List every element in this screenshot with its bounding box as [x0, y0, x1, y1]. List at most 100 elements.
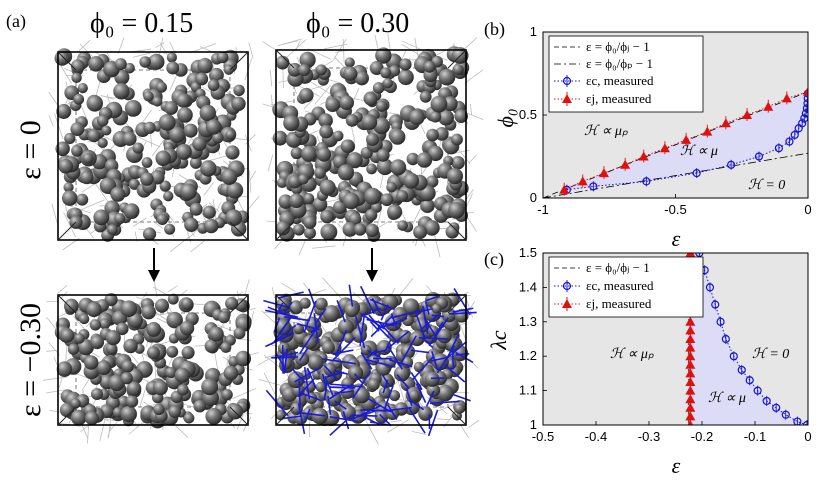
- panel-c-xtick-label: -0.4: [585, 429, 607, 444]
- force-chain: [314, 308, 327, 326]
- rod: [257, 352, 279, 366]
- force-chain: [284, 316, 310, 322]
- particle: [147, 346, 160, 360]
- rod: [65, 342, 68, 365]
- rod: [262, 41, 276, 50]
- rod: [271, 94, 274, 110]
- panel-c: (c) -0.5 -0.4 -0.3 -0.2 -0.1 0 1 1.1 1.2 1.3 1.4 1.…: [484, 245, 812, 478]
- particle: [303, 193, 315, 204]
- particle: [386, 181, 397, 193]
- force-chain: [298, 326, 319, 355]
- particle: [70, 122, 85, 137]
- particle: [123, 338, 138, 354]
- particle: [217, 311, 230, 324]
- particle: [208, 67, 224, 83]
- box-diagonal-edge: [275, 49, 295, 69]
- particle: [393, 365, 410, 382]
- panel-b-region-mu-p: ℋ ∝ μₚ: [584, 124, 628, 139]
- force-chain: [334, 390, 353, 395]
- panel-b-triangle-point: [598, 166, 609, 180]
- force-chain: [329, 415, 359, 423]
- particle: [452, 64, 464, 75]
- force-chain: [431, 351, 439, 371]
- particle: [212, 132, 224, 144]
- particle: [320, 209, 334, 224]
- rod: [203, 182, 214, 196]
- particle: [101, 125, 112, 136]
- particle: [155, 81, 168, 93]
- rod: [468, 358, 479, 369]
- rod: [48, 115, 54, 127]
- particle: [166, 61, 180, 75]
- force-chain: [283, 415, 301, 420]
- packing-box-phi015-eps-neg030: [42, 279, 259, 444]
- rod: [311, 288, 326, 295]
- particle: [454, 109, 468, 123]
- force-chain: [371, 297, 383, 316]
- particle: [399, 58, 412, 71]
- force-chain: [329, 386, 356, 389]
- force-chain: [354, 373, 364, 385]
- panel-c-circle-point: [729, 351, 738, 362]
- panel-c-circle-point: [695, 253, 704, 258]
- force-chain: [453, 288, 471, 316]
- particle: [88, 56, 104, 72]
- panel-c-circle-point: [721, 334, 730, 344]
- force-chain: [351, 404, 382, 421]
- particle: [299, 51, 316, 69]
- particle: [165, 367, 177, 379]
- particle: [225, 209, 243, 227]
- force-chain: [388, 347, 403, 370]
- force-chain: [423, 318, 436, 336]
- particle: [311, 407, 329, 425]
- packing-box-phi030-eps0: [262, 31, 484, 258]
- particle: [389, 129, 406, 145]
- force-chain: [323, 383, 328, 401]
- rod: [78, 39, 91, 52]
- force-chain: [424, 301, 430, 315]
- packing-box-phi030-eps-neg030: [257, 277, 480, 445]
- rod: [159, 42, 169, 57]
- particle: [177, 384, 189, 396]
- particle: [426, 383, 441, 397]
- particle: [373, 117, 390, 135]
- rod: [94, 183, 110, 204]
- panel-c-circle-point: [716, 316, 725, 327]
- col-title-phi-015: ϕ₀ = 0.15: [90, 8, 193, 39]
- particle: [122, 131, 137, 146]
- panel-c-region-zero: ℋ = 0: [752, 347, 789, 362]
- particle: [321, 340, 335, 354]
- particle: [158, 114, 176, 131]
- particle: [397, 220, 408, 231]
- particle: [142, 227, 157, 241]
- particle: [179, 320, 195, 336]
- rod: [70, 205, 92, 214]
- force-chain: [331, 336, 356, 362]
- legend-b-entry-3: εj, measured: [586, 91, 652, 106]
- particle: [58, 158, 74, 174]
- particle: [148, 53, 165, 70]
- particle: [159, 180, 171, 192]
- force-chain: [299, 347, 309, 362]
- particle: [175, 143, 192, 160]
- particle: [216, 51, 229, 64]
- rod: [387, 419, 410, 433]
- rod: [130, 354, 139, 364]
- particle: [168, 405, 182, 418]
- row-title-eps-0: ε = 0: [14, 120, 47, 180]
- particle: [192, 136, 207, 152]
- panel-c-xtick-label: -0.3: [638, 429, 660, 444]
- particle: [448, 202, 465, 219]
- rod: [312, 245, 336, 249]
- legend-c-entry-1: εc, measured: [586, 278, 654, 293]
- particle: [140, 172, 154, 186]
- force-chain: [405, 387, 413, 406]
- panel-c-circle-point: [705, 282, 715, 293]
- force-chain: [354, 316, 366, 349]
- particle: [89, 319, 102, 331]
- particle: [295, 352, 310, 367]
- particle: [319, 179, 336, 196]
- rod: [231, 387, 257, 400]
- rod: [382, 420, 402, 424]
- particle: [365, 208, 378, 222]
